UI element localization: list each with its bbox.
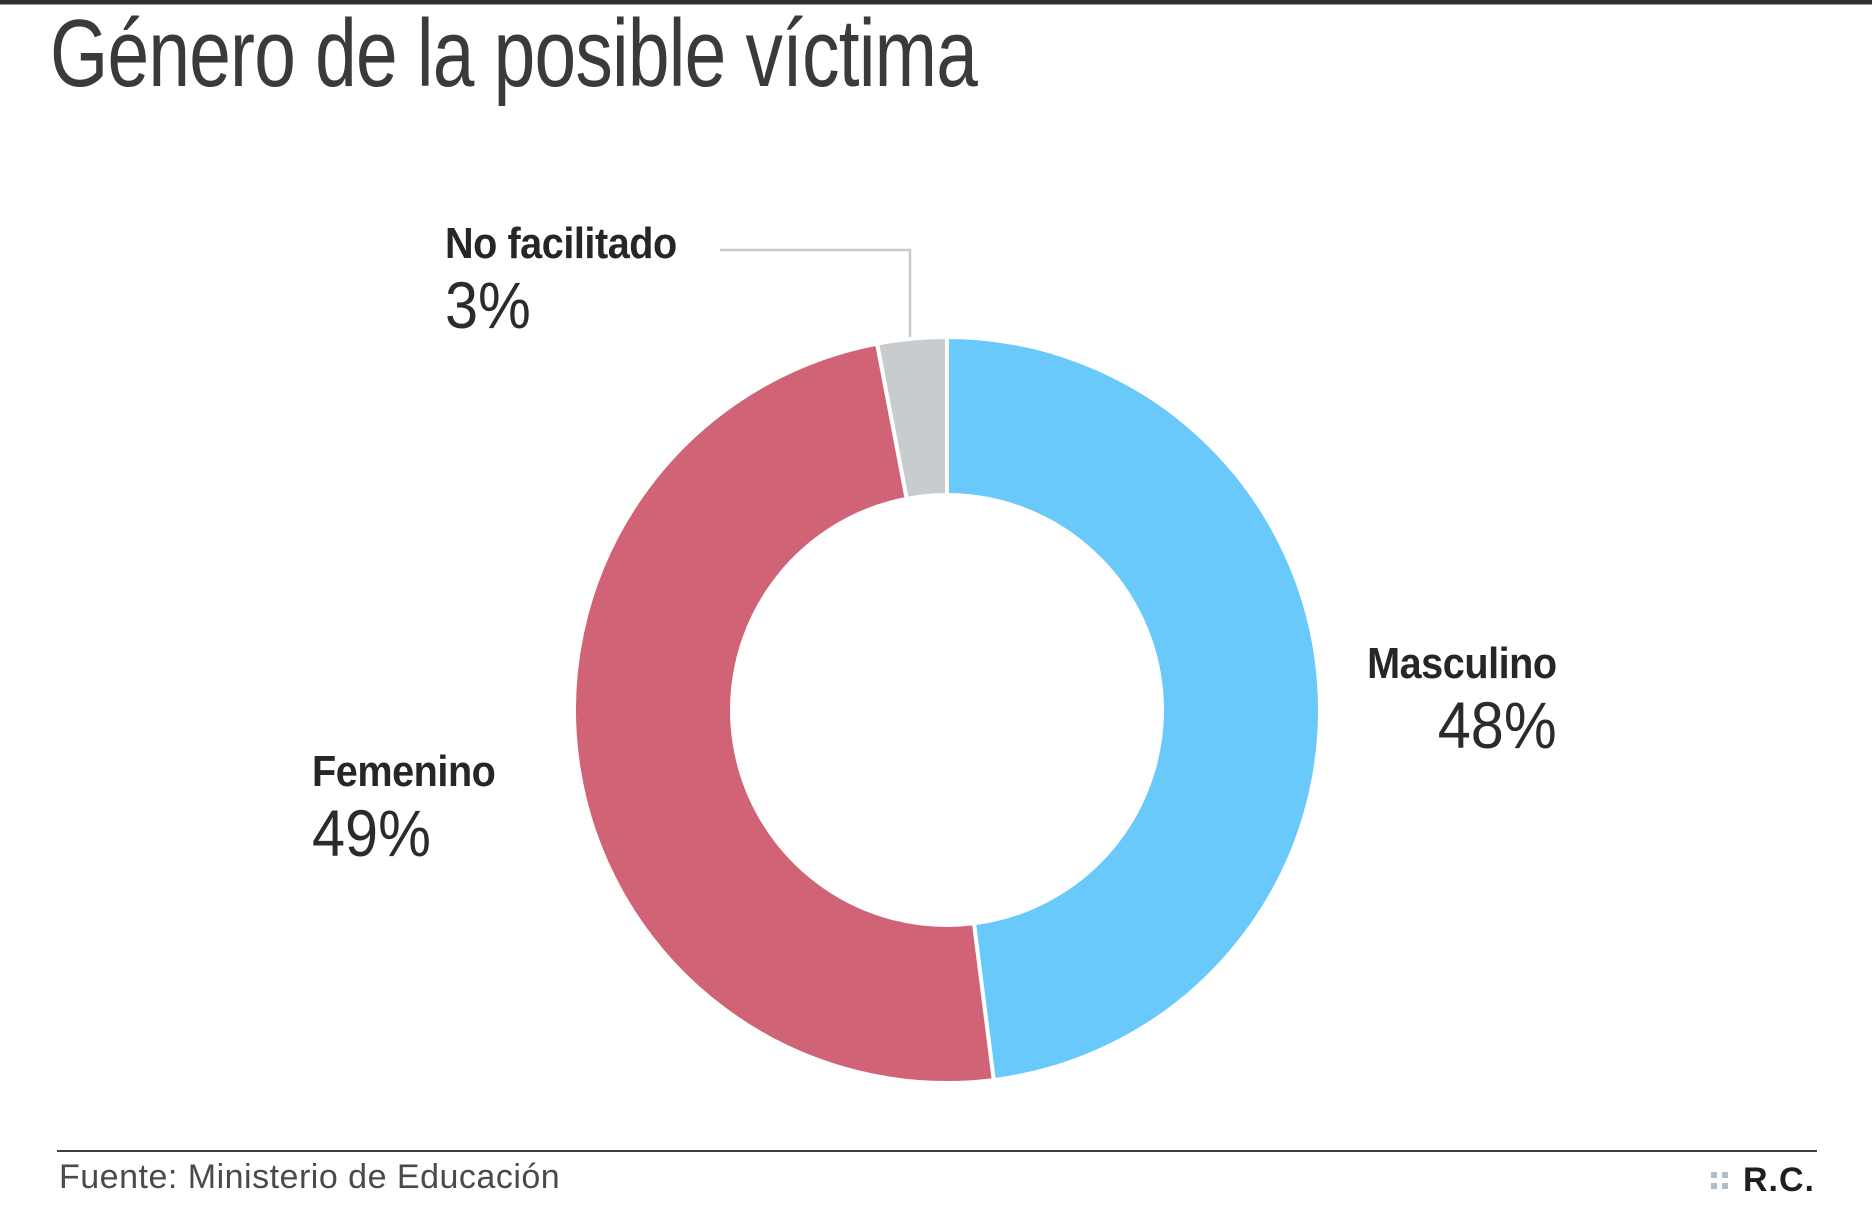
segment-label-masculino: Masculino [1367,639,1557,688]
donut-slice-masculino [945,335,1322,1083]
segment-callout-no-facilitado: No facilitado 3% [445,218,677,340]
donut-slice-no-facilitado [875,335,949,501]
top-accent-bar [0,0,1872,5]
segment-value-no-facilitado: 3% [445,268,531,342]
segment-label-femenino: Femenino [312,747,496,796]
credit-block: R.C. [1711,1163,1815,1197]
source-text: Fuente: Ministerio de Educación [59,1158,561,1196]
segment-value-masculino: 48% [1438,688,1557,762]
credit-text: R.C. [1743,1161,1815,1199]
segment-callout-masculino: Masculino 48% [1367,638,1557,760]
segment-label-no-facilitado: No facilitado [445,219,677,268]
segment-value-femenino: 49% [312,796,431,870]
footer-divider [57,1150,1817,1152]
leader-line-no-facilitado [720,248,912,347]
page-title: Género de la posible víctima [50,0,978,107]
donut-slice-femenino [572,341,996,1086]
four-squares-grid-icon [1711,1171,1728,1189]
segment-callout-femenino: Femenino 49% [312,746,496,870]
donut-slices-group [572,335,1322,1086]
